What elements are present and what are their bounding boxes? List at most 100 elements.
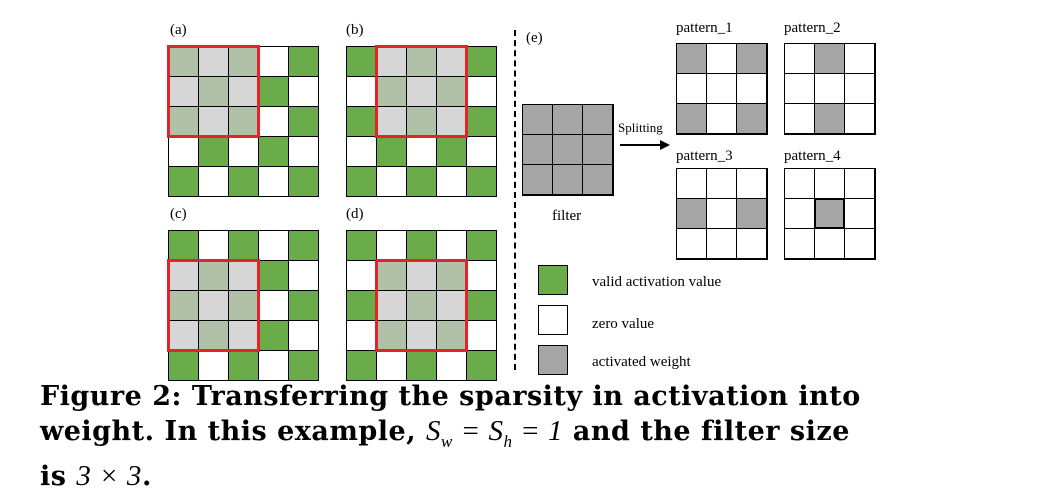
- pattern-title-1: pattern_1: [676, 20, 733, 36]
- weight-cell-active: [736, 198, 767, 229]
- weight-cell-active: [522, 134, 553, 165]
- activation-cell-zero: [466, 320, 497, 351]
- activation-cell-zero: [436, 350, 467, 381]
- caption-line-2-end: and the filter size: [563, 416, 850, 447]
- weight-cell-zero: [736, 168, 767, 199]
- pattern-grid-3: [676, 168, 768, 260]
- weight-cell-zero: [844, 103, 875, 134]
- activation-cell-zero: [288, 320, 319, 351]
- panel-label-a: (a): [170, 22, 187, 38]
- activation-cell-valid: [168, 230, 199, 261]
- weight-cell-active: [552, 134, 583, 165]
- weight-cell-active: [736, 103, 767, 134]
- weight-cell-active: [676, 43, 707, 74]
- activation-cell-zero: [198, 166, 229, 197]
- weight-cell-zero: [814, 228, 845, 259]
- activation-cell-zero: [436, 166, 467, 197]
- caption-line-3: is 3 × 3.: [40, 459, 1010, 494]
- activation-cell-valid: [466, 230, 497, 261]
- weight-cell-zero: [706, 73, 737, 104]
- activation-cell-zero: [406, 136, 437, 167]
- activation-cell-zero: [228, 136, 259, 167]
- weight-cell-zero: [814, 168, 845, 199]
- activation-cell-valid: [288, 290, 319, 321]
- activation-cell-valid: [288, 166, 319, 197]
- caption-line-3-text: is: [40, 460, 77, 492]
- activation-cell-valid: [466, 46, 497, 77]
- weight-cell-active: [582, 164, 613, 195]
- weight-cell-zero: [676, 73, 707, 104]
- panel-label-d: (d): [346, 206, 364, 222]
- activation-cell-valid: [258, 320, 289, 351]
- weight-cell-active: [814, 198, 845, 229]
- activation-cell-valid: [228, 166, 259, 197]
- activation-grid-a: [167, 45, 319, 197]
- weight-cell-zero: [784, 103, 815, 134]
- activation-cell-valid: [346, 350, 377, 381]
- weight-cell-zero: [706, 198, 737, 229]
- legend-label-zero-value: zero value: [592, 316, 655, 332]
- legend-swatch-valid-activation: [538, 265, 568, 295]
- weight-cell-zero: [784, 73, 815, 104]
- pattern-title-4: pattern_4: [784, 148, 841, 164]
- activation-cell-zero: [258, 166, 289, 197]
- activation-cell-zero: [258, 46, 289, 77]
- activation-cell-valid: [346, 46, 377, 77]
- activation-cell-zero: [376, 350, 407, 381]
- weight-cell-zero: [736, 73, 767, 104]
- activation-cell-valid: [466, 350, 497, 381]
- activation-cell-zero: [346, 260, 377, 291]
- legend-label-valid-activation: valid activation value: [592, 274, 722, 290]
- legend-label-activated-weight: activated weight: [592, 354, 691, 370]
- activation-cell-zero: [466, 136, 497, 167]
- activation-cell-valid: [168, 166, 199, 197]
- panel-label-e: (e): [526, 30, 543, 46]
- weight-cell-active: [552, 104, 583, 135]
- weight-cell-zero: [784, 168, 815, 199]
- weight-cell-zero: [676, 168, 707, 199]
- activation-cell-valid: [406, 230, 437, 261]
- splitting-arrow: [620, 140, 670, 150]
- activation-cell-zero: [376, 230, 407, 261]
- activation-cell-zero: [168, 136, 199, 167]
- activation-cell-zero: [346, 76, 377, 107]
- activation-cell-valid: [346, 106, 377, 137]
- filter-window-border: [375, 259, 468, 352]
- activation-cell-zero: [376, 166, 407, 197]
- pattern-grid-1: [676, 43, 768, 135]
- weight-cell-zero: [736, 228, 767, 259]
- filter-grid: [522, 104, 614, 196]
- weight-cell-active: [522, 164, 553, 195]
- activation-cell-valid: [288, 350, 319, 381]
- activation-cell-zero: [288, 136, 319, 167]
- splitting-label: Splitting: [618, 120, 663, 135]
- activation-cell-zero: [258, 230, 289, 261]
- activation-cell-valid: [436, 136, 467, 167]
- filter-window-border: [167, 45, 260, 138]
- activation-cell-valid: [228, 230, 259, 261]
- pattern-grid-4: [784, 168, 876, 260]
- activation-cell-zero: [288, 76, 319, 107]
- section-divider: [514, 30, 516, 370]
- caption-line-3-end: .: [141, 460, 152, 492]
- activation-grid-c: [167, 230, 319, 381]
- pattern-grid-2: [784, 43, 876, 135]
- weight-cell-active: [582, 104, 613, 135]
- activation-cell-valid: [406, 166, 437, 197]
- activation-cell-valid: [466, 166, 497, 197]
- weight-cell-zero: [814, 73, 845, 104]
- activation-cell-zero: [466, 260, 497, 291]
- weight-cell-zero: [844, 73, 875, 104]
- weight-cell-zero: [844, 43, 875, 74]
- activation-cell-valid: [466, 290, 497, 321]
- activation-cell-zero: [198, 350, 229, 381]
- activation-cell-valid: [258, 76, 289, 107]
- activation-cell-valid: [346, 230, 377, 261]
- activation-cell-valid: [466, 106, 497, 137]
- activation-cell-valid: [406, 350, 437, 381]
- activation-grid-b: [346, 45, 497, 197]
- activation-cell-valid: [288, 230, 319, 261]
- activation-cell-valid: [168, 350, 199, 381]
- activation-cell-zero: [436, 230, 467, 261]
- weight-cell-zero: [784, 198, 815, 229]
